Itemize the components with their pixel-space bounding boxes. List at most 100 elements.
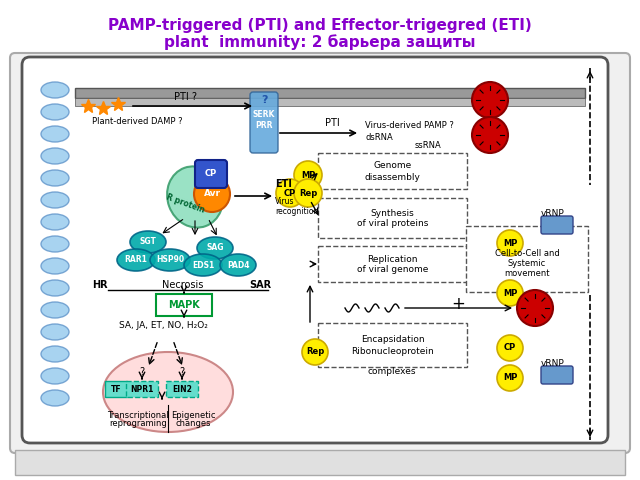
Ellipse shape — [41, 346, 69, 362]
Text: changes: changes — [175, 420, 211, 429]
Ellipse shape — [41, 258, 69, 274]
Text: NPR1: NPR1 — [131, 384, 154, 394]
Text: ETI: ETI — [275, 179, 292, 189]
Ellipse shape — [41, 280, 69, 296]
Text: PTI: PTI — [325, 118, 340, 128]
Text: TF: TF — [111, 384, 122, 394]
Text: MP: MP — [503, 288, 517, 298]
Ellipse shape — [220, 254, 256, 276]
Text: Synthesis: Synthesis — [371, 208, 414, 217]
Circle shape — [472, 82, 508, 118]
Text: Necrosis: Necrosis — [163, 280, 204, 290]
Text: R protein: R protein — [164, 193, 205, 215]
Text: PAMP-triggered (PTI) and Effector-trigegred (ETI): PAMP-triggered (PTI) and Effector-trigeg… — [108, 18, 532, 33]
Text: MP: MP — [503, 239, 517, 248]
Ellipse shape — [41, 324, 69, 340]
Text: SERK
PRR: SERK PRR — [253, 110, 275, 130]
Text: Rep: Rep — [306, 348, 324, 357]
Text: movement: movement — [504, 268, 550, 277]
Ellipse shape — [167, 167, 223, 228]
Circle shape — [194, 176, 230, 212]
FancyBboxPatch shape — [166, 381, 198, 397]
Text: dsRNA: dsRNA — [365, 133, 393, 143]
Text: vRNP: vRNP — [541, 359, 565, 368]
Text: Ribonucleoprotein: Ribonucleoprotein — [351, 347, 434, 356]
Ellipse shape — [103, 352, 233, 432]
FancyBboxPatch shape — [318, 246, 467, 282]
Text: Genome: Genome — [373, 161, 412, 170]
Text: EIN2: EIN2 — [172, 384, 192, 394]
Ellipse shape — [41, 82, 69, 98]
Text: plant  immunity: 2 барьера защиты: plant immunity: 2 барьера защиты — [164, 34, 476, 50]
Text: CP: CP — [205, 169, 217, 179]
Circle shape — [497, 335, 523, 361]
Text: SAG: SAG — [206, 243, 224, 252]
Text: vRNP: vRNP — [541, 208, 565, 217]
FancyBboxPatch shape — [318, 323, 467, 367]
Text: RAR1: RAR1 — [125, 255, 147, 264]
Text: reprograming: reprograming — [109, 420, 167, 429]
Text: Systemic: Systemic — [508, 259, 546, 267]
Text: MAPK: MAPK — [168, 300, 200, 310]
Text: Rep: Rep — [299, 189, 317, 197]
Text: of viral genome: of viral genome — [357, 265, 428, 275]
FancyBboxPatch shape — [126, 381, 158, 397]
Text: CP: CP — [284, 189, 296, 197]
Text: complexes: complexes — [368, 368, 416, 376]
FancyBboxPatch shape — [541, 216, 573, 234]
Text: MP: MP — [301, 170, 315, 180]
Ellipse shape — [41, 368, 69, 384]
FancyBboxPatch shape — [318, 198, 467, 238]
Ellipse shape — [197, 237, 233, 259]
Circle shape — [517, 290, 553, 326]
FancyBboxPatch shape — [105, 381, 127, 397]
Bar — [75, 98, 585, 106]
Text: ?: ? — [179, 367, 184, 377]
Ellipse shape — [150, 249, 190, 271]
Text: Epigenetic: Epigenetic — [171, 410, 215, 420]
Ellipse shape — [41, 148, 69, 164]
Ellipse shape — [184, 254, 222, 276]
Text: HSP90: HSP90 — [156, 255, 184, 264]
Ellipse shape — [117, 249, 155, 271]
Text: ?: ? — [260, 95, 268, 105]
Circle shape — [472, 117, 508, 153]
Bar — [15, 450, 625, 475]
Text: SGT: SGT — [140, 238, 156, 247]
Text: Transcriptional: Transcriptional — [107, 410, 169, 420]
Ellipse shape — [41, 126, 69, 142]
Text: Replication: Replication — [367, 254, 418, 264]
Text: SAR: SAR — [249, 280, 271, 290]
Text: +: + — [451, 295, 465, 313]
FancyBboxPatch shape — [250, 92, 278, 153]
Text: EDS1: EDS1 — [192, 261, 214, 269]
Text: ssRNA: ssRNA — [415, 141, 442, 149]
FancyBboxPatch shape — [195, 160, 227, 188]
Circle shape — [497, 280, 523, 306]
Ellipse shape — [41, 214, 69, 230]
Ellipse shape — [41, 236, 69, 252]
Text: ?: ? — [140, 367, 145, 377]
Text: Virus
recognition: Virus recognition — [275, 197, 318, 216]
FancyBboxPatch shape — [466, 226, 588, 292]
Ellipse shape — [41, 302, 69, 318]
FancyBboxPatch shape — [10, 53, 630, 453]
Ellipse shape — [130, 231, 166, 253]
Text: Plant-derived DAMP ?: Plant-derived DAMP ? — [92, 117, 182, 126]
FancyBboxPatch shape — [156, 294, 212, 316]
Circle shape — [497, 365, 523, 391]
Ellipse shape — [41, 390, 69, 406]
Circle shape — [294, 161, 322, 189]
FancyBboxPatch shape — [22, 57, 608, 443]
Circle shape — [302, 339, 328, 365]
Text: HR: HR — [92, 280, 108, 290]
Text: Avr: Avr — [204, 190, 221, 199]
Circle shape — [294, 179, 322, 207]
Ellipse shape — [41, 192, 69, 208]
Text: SA, JA, ET, NO, H₂O₂: SA, JA, ET, NO, H₂O₂ — [118, 322, 207, 331]
Text: disassembly: disassembly — [365, 172, 420, 181]
Bar — [75, 88, 585, 98]
Ellipse shape — [41, 104, 69, 120]
Text: MP: MP — [503, 373, 517, 383]
Text: Cell-to-Cell and: Cell-to-Cell and — [495, 249, 559, 257]
